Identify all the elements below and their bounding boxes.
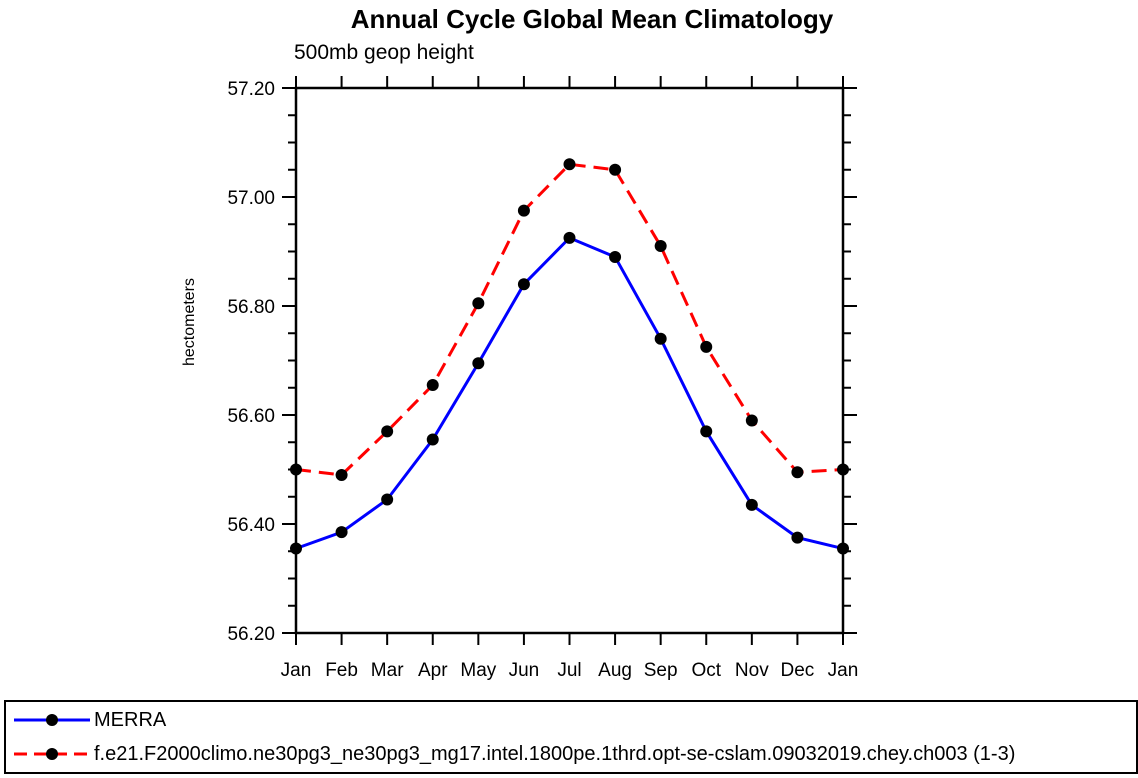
svg-text:56.40: 56.40 bbox=[227, 515, 275, 536]
svg-text:Apr: Apr bbox=[418, 660, 448, 681]
chart-subtitle: 500mb geop height bbox=[294, 41, 474, 64]
svg-text:Jul: Jul bbox=[557, 660, 581, 681]
svg-text:Aug: Aug bbox=[598, 660, 632, 681]
legend-item-model: f.e21.F2000climo.ne30pg3_ne30pg3_mg17.in… bbox=[12, 737, 1136, 771]
svg-text:57.00: 57.00 bbox=[227, 188, 275, 209]
svg-text:56.80: 56.80 bbox=[227, 297, 275, 318]
legend-label-model: f.e21.F2000climo.ne30pg3_ne30pg3_mg17.in… bbox=[94, 742, 1016, 765]
svg-text:56.20: 56.20 bbox=[227, 624, 275, 645]
legend-line-sample-merra bbox=[14, 714, 90, 726]
svg-text:Mar: Mar bbox=[371, 660, 404, 681]
svg-text:Jan: Jan bbox=[281, 660, 312, 681]
svg-text:56.60: 56.60 bbox=[227, 406, 275, 427]
legend-line-sample-model bbox=[14, 748, 90, 760]
legend-label-merra: MERRA bbox=[94, 708, 167, 731]
svg-text:May: May bbox=[460, 660, 496, 681]
svg-text:Feb: Feb bbox=[325, 660, 358, 681]
svg-text:Dec: Dec bbox=[781, 660, 815, 681]
svg-text:Oct: Oct bbox=[691, 660, 721, 681]
legend-item-merra: MERRA bbox=[12, 703, 1136, 737]
plot-area: 56.20 56.40 56.60 56.80 57.00 57.20 Jan Feb Mar A… bbox=[227, 76, 859, 681]
svg-text:Jan: Jan bbox=[828, 660, 859, 681]
svg-text:Nov: Nov bbox=[735, 660, 769, 681]
svg-text:Sep: Sep bbox=[644, 660, 678, 681]
legend: MERRA f.e21.F2000climo.ne30pg3_ne30pg3_m… bbox=[4, 700, 1138, 774]
chart-title: Annual Cycle Global Mean Climatology bbox=[350, 4, 834, 34]
svg-text:Jun: Jun bbox=[509, 660, 540, 681]
svg-text:57.20: 57.20 bbox=[227, 79, 275, 100]
